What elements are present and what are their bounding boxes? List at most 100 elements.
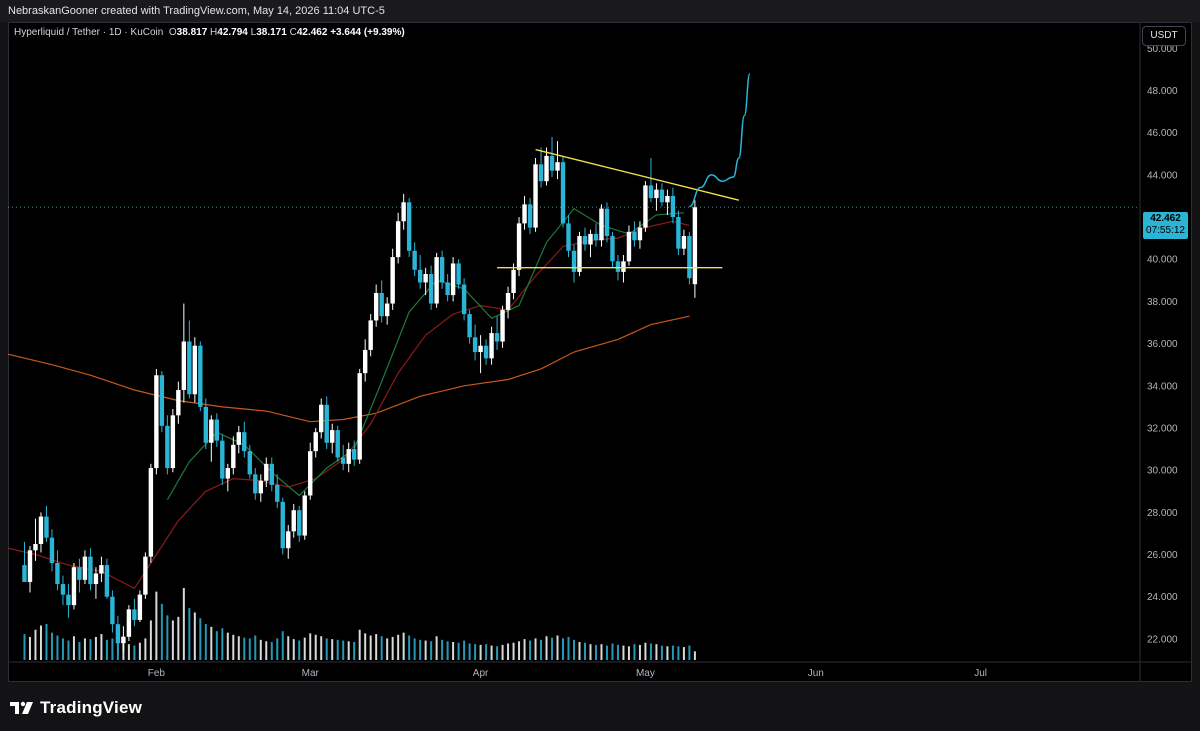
- candle-body: [445, 282, 450, 296]
- candle-body: [692, 207, 698, 285]
- candle-body: [99, 565, 104, 574]
- y-tick-label: 40.000: [1147, 255, 1178, 266]
- candle-body: [121, 636, 126, 644]
- candle-body: [395, 221, 401, 258]
- candle-body: [687, 236, 692, 279]
- candle-body: [297, 510, 302, 536]
- candle-body: [209, 419, 214, 443]
- candle-body: [439, 257, 445, 283]
- candle-body: [115, 624, 121, 644]
- candle-body: [527, 204, 533, 228]
- candle-body: [275, 484, 280, 502]
- candle-body: [648, 185, 654, 199]
- candle-body: [22, 565, 27, 582]
- candle-body: [126, 609, 132, 637]
- candle-body: [55, 562, 60, 585]
- candle-body: [423, 274, 428, 283]
- x-tick-label: Feb: [148, 668, 166, 679]
- candle-body: [159, 375, 165, 426]
- candle-body: [571, 250, 577, 272]
- ma-green-line: [166, 207, 684, 500]
- candle-body: [401, 202, 406, 222]
- candle-body: [450, 263, 456, 296]
- candle-body: [154, 375, 159, 469]
- candle-body: [599, 208, 604, 241]
- candle-body: [538, 164, 544, 182]
- candle-body: [38, 516, 44, 544]
- x-tick-label: Jul: [974, 668, 987, 679]
- candle-body: [137, 594, 143, 620]
- candle-body: [428, 274, 434, 304]
- candle-body: [27, 550, 33, 582]
- currency-button[interactable]: USDT: [1142, 26, 1186, 46]
- change-value: +3.644 (+9.39%): [330, 27, 405, 38]
- candle-body: [214, 419, 220, 441]
- tradingview-logo[interactable]: TradingView: [10, 697, 142, 719]
- open-label: O: [168, 27, 177, 38]
- candle-body: [181, 341, 187, 391]
- header-bar: NebraskanGooner created with TradingView…: [0, 0, 1200, 22]
- y-tick-label: 48.000: [1147, 86, 1178, 97]
- candle-body: [203, 406, 209, 443]
- candle-body: [88, 556, 93, 585]
- candle-body: [626, 231, 632, 262]
- candle-body: [198, 345, 203, 407]
- candle-body: [313, 432, 318, 452]
- x-tick-label: Mar: [302, 668, 320, 679]
- candle-body: [566, 223, 571, 251]
- candle-body: [220, 440, 225, 479]
- ma-red-line: [7, 220, 690, 590]
- high-value: 42.794: [217, 27, 248, 38]
- x-tick-label: May: [636, 668, 655, 679]
- candle-body: [44, 516, 49, 538]
- open-value: 38.817: [176, 27, 208, 38]
- candle-body: [412, 250, 417, 270]
- candle-body: [291, 510, 296, 532]
- candle-body: [632, 231, 637, 241]
- symbol-name[interactable]: Hyperliquid / Tether · 1D · KuCoin: [14, 27, 164, 38]
- high-label: H: [210, 27, 218, 38]
- candle-body: [588, 233, 593, 245]
- candle-body: [302, 495, 307, 536]
- candle-body: [544, 155, 549, 182]
- y-tick-label: 44.000: [1147, 170, 1178, 181]
- candle-body: [330, 430, 335, 443]
- candle-body: [467, 314, 472, 338]
- candle-body: [346, 449, 351, 464]
- candle-body: [148, 468, 154, 557]
- candle-body: [286, 531, 291, 549]
- candle-body: [66, 594, 71, 606]
- candle-body: [417, 269, 423, 283]
- candle-body: [670, 195, 676, 218]
- candle-body: [269, 463, 274, 485]
- candle-body: [143, 556, 148, 595]
- candle-body: [478, 345, 483, 353]
- candle-body: [472, 337, 478, 353]
- candle-body: [516, 223, 522, 270]
- candle-body: [247, 451, 252, 475]
- candle-body: [681, 236, 687, 249]
- y-tick-label: 38.000: [1147, 297, 1178, 308]
- candle-body: [615, 261, 621, 272]
- attribution-text: NebraskanGooner created with TradingView…: [8, 5, 385, 17]
- y-tick-label: 36.000: [1147, 339, 1178, 350]
- candle-body: [643, 185, 648, 228]
- candle-body: [132, 609, 137, 620]
- candle-body: [60, 584, 66, 595]
- candle-body: [33, 543, 38, 551]
- candle-body: [483, 345, 489, 359]
- candle-body: [253, 474, 258, 494]
- candle-body: [280, 501, 285, 549]
- tradingview-logo-icon: [10, 701, 33, 714]
- candle-body: [637, 227, 643, 241]
- candle-body: [379, 292, 384, 317]
- close-value: 42.462: [296, 27, 328, 38]
- candle-body: [258, 480, 263, 494]
- chart-area[interactable]: [8, 22, 1192, 682]
- candle-body: [549, 155, 555, 171]
- candle-body: [110, 596, 115, 625]
- candle-body: [511, 269, 516, 293]
- candle-body: [236, 432, 241, 445]
- candle-body: [500, 309, 505, 342]
